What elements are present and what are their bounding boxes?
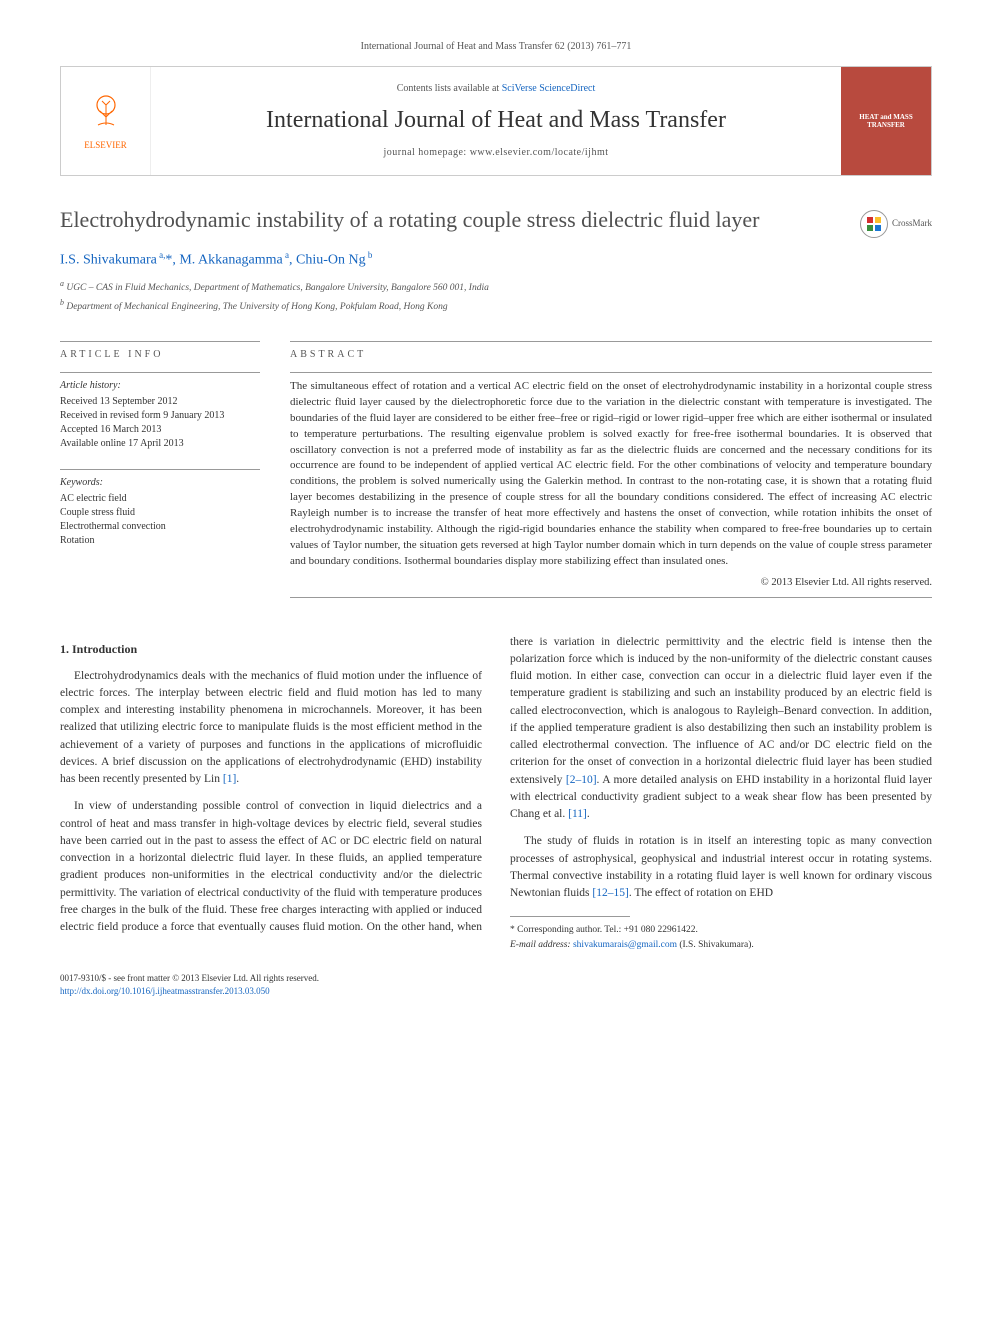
article-info-label: ARTICLE INFO bbox=[60, 348, 260, 362]
footnote-separator bbox=[510, 916, 630, 917]
info-rule-mid bbox=[60, 372, 260, 373]
corr-email-link[interactable]: shivakumarais@gmail.com bbox=[573, 940, 677, 950]
crossmark-svg-icon bbox=[866, 216, 882, 232]
abstract-copyright: © 2013 Elsevier Ltd. All rights reserved… bbox=[290, 576, 932, 591]
elsevier-logo: ELSEVIER bbox=[84, 91, 127, 151]
publisher-label: ELSEVIER bbox=[84, 139, 127, 152]
keyword-3: Electrothermal convection bbox=[60, 520, 260, 534]
affiliation-b: b Department of Mechanical Engineering, … bbox=[60, 297, 932, 314]
journal-homepage-line: journal homepage: www.elsevier.com/locat… bbox=[383, 146, 608, 160]
journal-cover-thumb: HEAT and MASS TRANSFER bbox=[841, 67, 931, 175]
author-1[interactable]: I.S. Shivakumara bbox=[60, 252, 157, 267]
affiliation-b-text: Department of Mechanical Engineering, Th… bbox=[66, 302, 447, 312]
abstract-rule-top bbox=[290, 341, 932, 342]
masthead-center: Contents lists available at SciVerse Sci… bbox=[151, 67, 841, 175]
keyword-2: Couple stress fluid bbox=[60, 506, 260, 520]
sciencedirect-link[interactable]: SciVerse ScienceDirect bbox=[502, 83, 596, 94]
contents-available-line: Contents lists available at SciVerse Sci… bbox=[397, 82, 596, 96]
author-list: I.S. Shivakumara a,*, M. Akkanagamma a, … bbox=[60, 249, 932, 270]
info-rule-top bbox=[60, 341, 260, 342]
footnote-marker: * bbox=[510, 925, 515, 935]
section-heading-intro: 1. Introduction bbox=[60, 640, 482, 658]
author-2-affil: a bbox=[283, 250, 289, 260]
email-label: E-mail address: bbox=[510, 940, 573, 950]
intro-para-3: The study of fluids in rotation is in it… bbox=[510, 833, 932, 902]
article-title-text: Electrohydrodynamic instability of a rot… bbox=[60, 207, 760, 232]
journal-masthead: ELSEVIER Contents lists available at Sci… bbox=[60, 66, 932, 176]
history-online: Available online 17 April 2013 bbox=[60, 437, 260, 451]
article-info-column: ARTICLE INFO Article history: Received 1… bbox=[60, 335, 260, 604]
keyword-4: Rotation bbox=[60, 534, 260, 548]
contents-prefix: Contents lists available at bbox=[397, 83, 502, 94]
intro-p2-text: In view of understanding possible contro… bbox=[60, 800, 482, 898]
affiliation-a: a UGC – CAS in Fluid Mechanics, Departme… bbox=[60, 278, 932, 295]
homepage-url: www.elsevier.com/locate/ijhmt bbox=[470, 147, 609, 158]
cover-title: HEAT and MASS TRANSFER bbox=[847, 113, 925, 130]
elsevier-tree-icon bbox=[86, 91, 126, 131]
corr-footnote: * Corresponding author. Tel.: +91 080 22… bbox=[510, 923, 932, 937]
keyword-1: AC electric field bbox=[60, 492, 260, 506]
page-root: International Journal of Heat and Mass T… bbox=[0, 0, 992, 1037]
intro-para-1: Electrohydrodynamics deals with the mech… bbox=[60, 668, 482, 789]
email-paren: (I.S. Shivakumara). bbox=[677, 940, 754, 950]
intro-p3-end: . The effect of rotation on EHD bbox=[629, 887, 773, 899]
author-2[interactable]: M. Akkanagamma bbox=[179, 252, 282, 267]
footnotes: * Corresponding author. Tel.: +91 080 22… bbox=[510, 923, 932, 952]
article-title: Electrohydrodynamic instability of a rot… bbox=[60, 206, 932, 235]
crossmark-label: CrossMark bbox=[892, 218, 932, 230]
abstract-column: ABSTRACT The simultaneous effect of rota… bbox=[290, 335, 932, 604]
corr-marker: * bbox=[165, 252, 172, 267]
intro-p1-end: . bbox=[236, 773, 239, 785]
issn-line: 0017-9310/$ - see front matter © 2013 El… bbox=[60, 972, 932, 985]
author-3[interactable]: Chiu-On Ng bbox=[296, 252, 366, 267]
history-revised: Received in revised form 9 January 2013 bbox=[60, 409, 260, 423]
intro-p1-text: Electrohydrodynamics deals with the mech… bbox=[60, 670, 482, 786]
article-history: Article history: Received 13 September 2… bbox=[60, 379, 260, 451]
history-head: Article history: bbox=[60, 379, 260, 393]
info-rule-kw bbox=[60, 469, 260, 470]
history-received: Received 13 September 2012 bbox=[60, 395, 260, 409]
homepage-prefix: journal homepage: bbox=[383, 147, 469, 158]
author-3-affil: b bbox=[366, 250, 373, 260]
journal-name: International Journal of Heat and Mass T… bbox=[266, 104, 726, 138]
info-abstract-row: ARTICLE INFO Article history: Received 1… bbox=[60, 335, 932, 604]
abstract-rule-mid bbox=[290, 372, 932, 373]
crossmark-badge[interactable]: CrossMark bbox=[860, 210, 932, 238]
body-two-column: 1. Introduction Electrohydrodynamics dea… bbox=[60, 634, 932, 952]
publisher-logo-box: ELSEVIER bbox=[61, 67, 151, 175]
ref-link-2-10[interactable]: [2–10] bbox=[566, 774, 597, 786]
affiliations: a UGC – CAS in Fluid Mechanics, Departme… bbox=[60, 278, 932, 315]
abstract-text: The simultaneous effect of rotation and … bbox=[290, 379, 932, 570]
email-footnote: E-mail address: shivakumarais@gmail.com … bbox=[510, 938, 932, 952]
history-accepted: Accepted 16 March 2013 bbox=[60, 423, 260, 437]
intro-p2-end: . bbox=[587, 808, 590, 820]
ref-link-11[interactable]: [11] bbox=[568, 808, 587, 820]
abstract-rule-bottom bbox=[290, 597, 932, 598]
keywords-block: Keywords: AC electric field Couple stres… bbox=[60, 476, 260, 548]
keywords-head: Keywords: bbox=[60, 476, 260, 490]
crossmark-icon bbox=[860, 210, 888, 238]
ref-link-1[interactable]: [1] bbox=[223, 773, 236, 785]
running-head-citation: International Journal of Heat and Mass T… bbox=[60, 40, 932, 54]
affiliation-a-text: UGC – CAS in Fluid Mechanics, Department… bbox=[66, 283, 489, 293]
footnote-corr-text: Corresponding author. Tel.: +91 080 2296… bbox=[517, 925, 698, 935]
page-footer: 0017-9310/$ - see front matter © 2013 El… bbox=[60, 972, 932, 997]
abstract-label: ABSTRACT bbox=[290, 348, 932, 362]
doi-link[interactable]: http://dx.doi.org/10.1016/j.ijheatmasstr… bbox=[60, 986, 270, 996]
ref-link-12-15[interactable]: [12–15] bbox=[592, 887, 628, 899]
